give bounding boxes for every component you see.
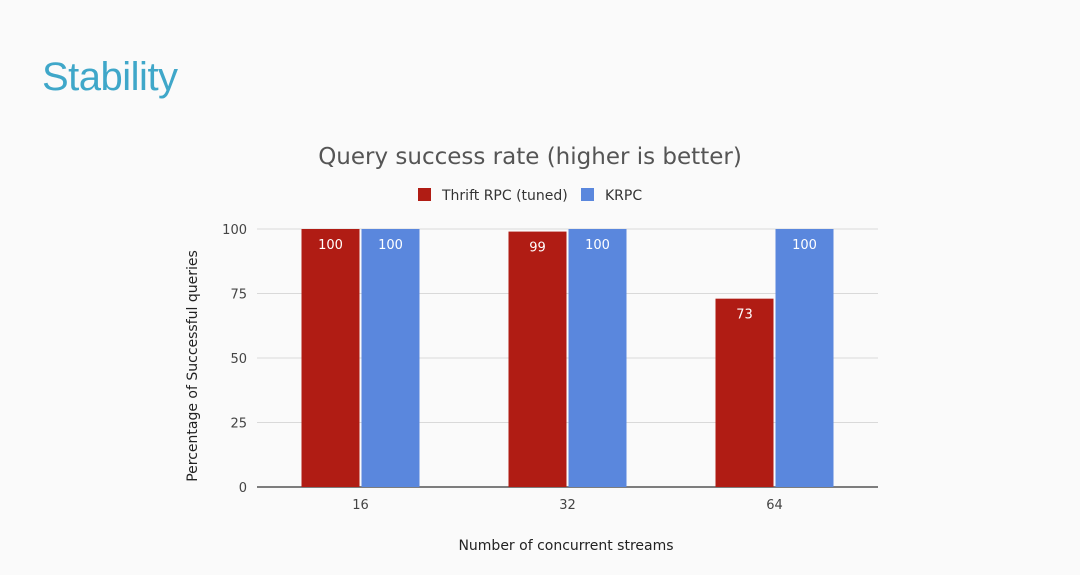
y-tick-label: 100: [222, 223, 247, 238]
bar-krpc-64: [775, 229, 834, 487]
data-label: 100: [585, 238, 610, 253]
chart-gridlines: [257, 228, 878, 488]
legend-label: Thrift RPC (tuned): [441, 188, 568, 204]
chart-bars: 100 100 99 100 73 100: [301, 229, 834, 487]
data-label: 100: [318, 238, 343, 253]
x-tick-label: 16: [352, 498, 369, 513]
x-tick-label: 64: [766, 498, 783, 513]
bar-thrift-rpc-tuned-32: [508, 231, 567, 487]
data-label: 100: [378, 238, 403, 253]
chart-legend: Thrift RPC (tuned) KRPC: [418, 188, 642, 204]
data-label: 73: [736, 308, 753, 323]
data-label: 100: [792, 238, 817, 253]
chart-title: Query success rate (higher is better): [318, 144, 742, 170]
bar-krpc-32: [568, 229, 627, 487]
slide-title: Stability: [42, 55, 178, 99]
bar-thrift-rpc-tuned-16: [301, 229, 360, 487]
y-axis-ticks: 0 25 50 75 100: [222, 223, 247, 496]
y-axis-title: Percentage of Successful queries: [185, 250, 201, 482]
legend-swatch: [581, 188, 594, 201]
bar-thrift-rpc-tuned-64: [715, 298, 774, 487]
y-tick-label: 75: [230, 288, 247, 303]
legend-swatch: [418, 188, 431, 201]
y-tick-label: 0: [239, 481, 247, 496]
x-tick-label: 32: [559, 498, 576, 513]
y-tick-label: 50: [230, 352, 247, 367]
x-axis-ticks: 16 32 64: [352, 498, 783, 513]
data-label: 99: [529, 241, 546, 256]
x-axis-title: Number of concurrent streams: [458, 538, 673, 554]
bar-krpc-16: [361, 229, 420, 487]
legend-label: KRPC: [605, 188, 642, 204]
y-tick-label: 25: [230, 417, 247, 432]
